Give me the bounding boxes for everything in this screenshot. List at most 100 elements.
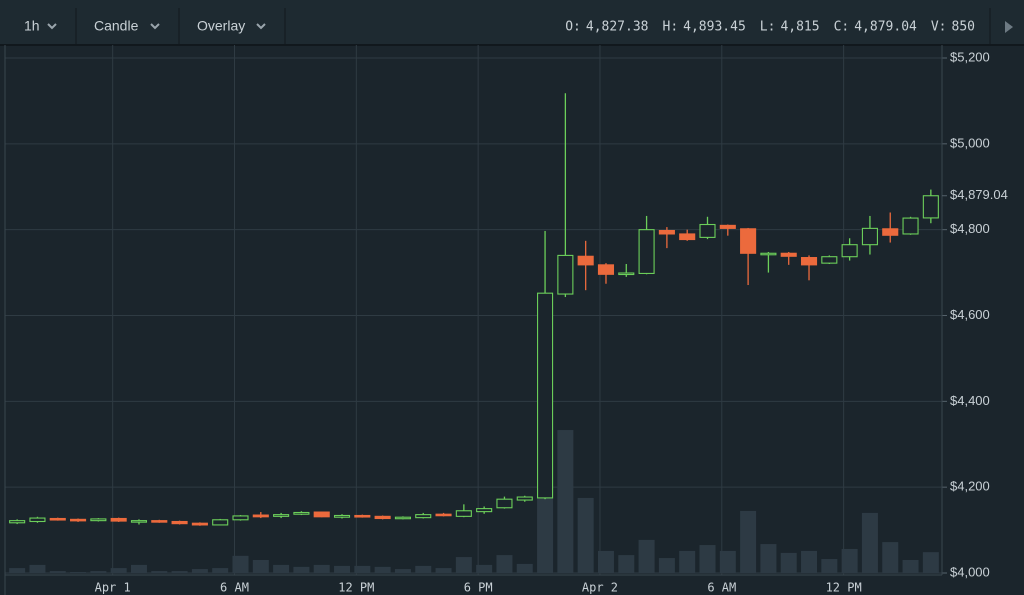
- candle-body: [841, 244, 858, 258]
- volume-bar: [29, 564, 46, 573]
- volume-bar: [252, 560, 269, 573]
- y-tick-label: $4,400: [950, 393, 990, 408]
- candle-body: [110, 517, 127, 522]
- volume-bar: [841, 548, 858, 573]
- volume-bar: [719, 550, 736, 573]
- candle-body: [273, 514, 290, 517]
- volume-bar: [171, 571, 188, 573]
- volume-bar: [232, 555, 249, 573]
- candle-body: [922, 195, 939, 219]
- candle-body: [760, 252, 777, 256]
- chart-style-label: Candle: [94, 18, 139, 34]
- candle-body: [70, 518, 87, 522]
- candle-body: [719, 224, 736, 229]
- candle-body: [90, 518, 107, 522]
- candle-body: [821, 256, 838, 264]
- volume-bar: [334, 565, 351, 573]
- readout-key: H:: [663, 20, 679, 35]
- volume-bar: [191, 569, 208, 573]
- ohlcv-readout: 850 V: 4,879.04 C: 4,815 L: 4,893.45 H: 4,827.38…: [565, 20, 975, 35]
- volume-bar: [658, 558, 675, 573]
- volume-bar: [212, 568, 229, 573]
- candle-body: [800, 257, 818, 266]
- candle-body: [171, 520, 188, 525]
- readout-value: 4,893.45: [683, 20, 746, 35]
- x-tick-label: 6 PM: [464, 581, 493, 595]
- candle-body: [516, 496, 533, 501]
- volume-bar: [374, 566, 391, 573]
- candle-body: [699, 223, 716, 238]
- candle-body: [130, 520, 148, 523]
- readout-key: V:: [931, 20, 947, 35]
- volume-bar: [516, 563, 533, 573]
- chevron: [256, 23, 266, 30]
- readout-key: O:: [565, 20, 581, 35]
- volume-bar: [496, 555, 513, 573]
- candle-body: [861, 227, 878, 246]
- candle-body: [435, 513, 452, 517]
- candle-body: [557, 254, 574, 295]
- volume-bar: [679, 550, 696, 573]
- candle-body: [49, 517, 66, 521]
- y-tick-label: $4,800: [950, 221, 990, 236]
- volume-bar: [922, 552, 939, 573]
- candle-body: [740, 228, 757, 254]
- volume-bar: [70, 572, 87, 573]
- chart-style-dropdown[interactable]: Candle: [94, 18, 160, 34]
- x-tick-label: Apr 2: [582, 581, 618, 595]
- candle-body: [313, 511, 330, 518]
- volume-bar: [130, 564, 147, 573]
- readout-key: C:: [834, 20, 850, 35]
- readout-value: 4,827.38: [586, 20, 649, 35]
- candle-body: [232, 515, 249, 521]
- interval-dropdown[interactable]: 1h: [24, 18, 57, 34]
- candle-body: [455, 510, 472, 517]
- last-price-label: $4,879.04: [950, 187, 1008, 202]
- candle-body: [577, 255, 594, 266]
- readout-value: 4,815: [780, 20, 819, 35]
- volume-bar: [821, 559, 838, 573]
- volume-bar: [273, 564, 290, 573]
- volume-bar: [882, 542, 899, 573]
- candle-body: [415, 514, 432, 519]
- volume-bar: [638, 539, 655, 573]
- y-tick-label: $4,000: [950, 564, 990, 579]
- candle-body: [658, 229, 675, 235]
- volume-bar: [760, 544, 777, 573]
- overlay-dropdown[interactable]: Overlay: [197, 18, 266, 34]
- volume-bar: [9, 568, 26, 573]
- candle-body: [394, 516, 411, 520]
- play-button[interactable]: [1005, 21, 1013, 33]
- candle-body: [618, 272, 635, 276]
- y-tick-label: $5,200: [950, 49, 990, 64]
- chevron: [47, 23, 57, 30]
- volume-bar: [861, 512, 878, 573]
- volume-bar: [557, 430, 574, 573]
- volume-bar: [801, 550, 818, 573]
- toolbar: [0, 0, 1024, 45]
- volume-bar: [435, 568, 452, 573]
- readout-key: L:: [760, 20, 776, 35]
- candle-body: [212, 519, 229, 526]
- candle-body: [9, 520, 26, 524]
- candle-body: [191, 522, 208, 526]
- candle-body: [679, 233, 696, 241]
- volume-bar: [90, 571, 107, 573]
- volume-bar: [110, 568, 127, 573]
- candle-body: [252, 514, 269, 518]
- y-tick-label: $5,000: [950, 135, 990, 150]
- volume-bar: [151, 571, 168, 573]
- candle-body: [293, 511, 310, 515]
- candle-body: [882, 228, 899, 236]
- candle-body: [29, 517, 46, 523]
- candle-body: [354, 514, 371, 518]
- candle-body: [780, 252, 797, 257]
- y-tick-label: $4,200: [950, 479, 990, 494]
- x-tick-label: 12 PM: [338, 581, 374, 595]
- volume-bar: [740, 510, 757, 573]
- x-tick-label: 6 AM: [707, 581, 736, 595]
- volume-bar: [415, 565, 432, 573]
